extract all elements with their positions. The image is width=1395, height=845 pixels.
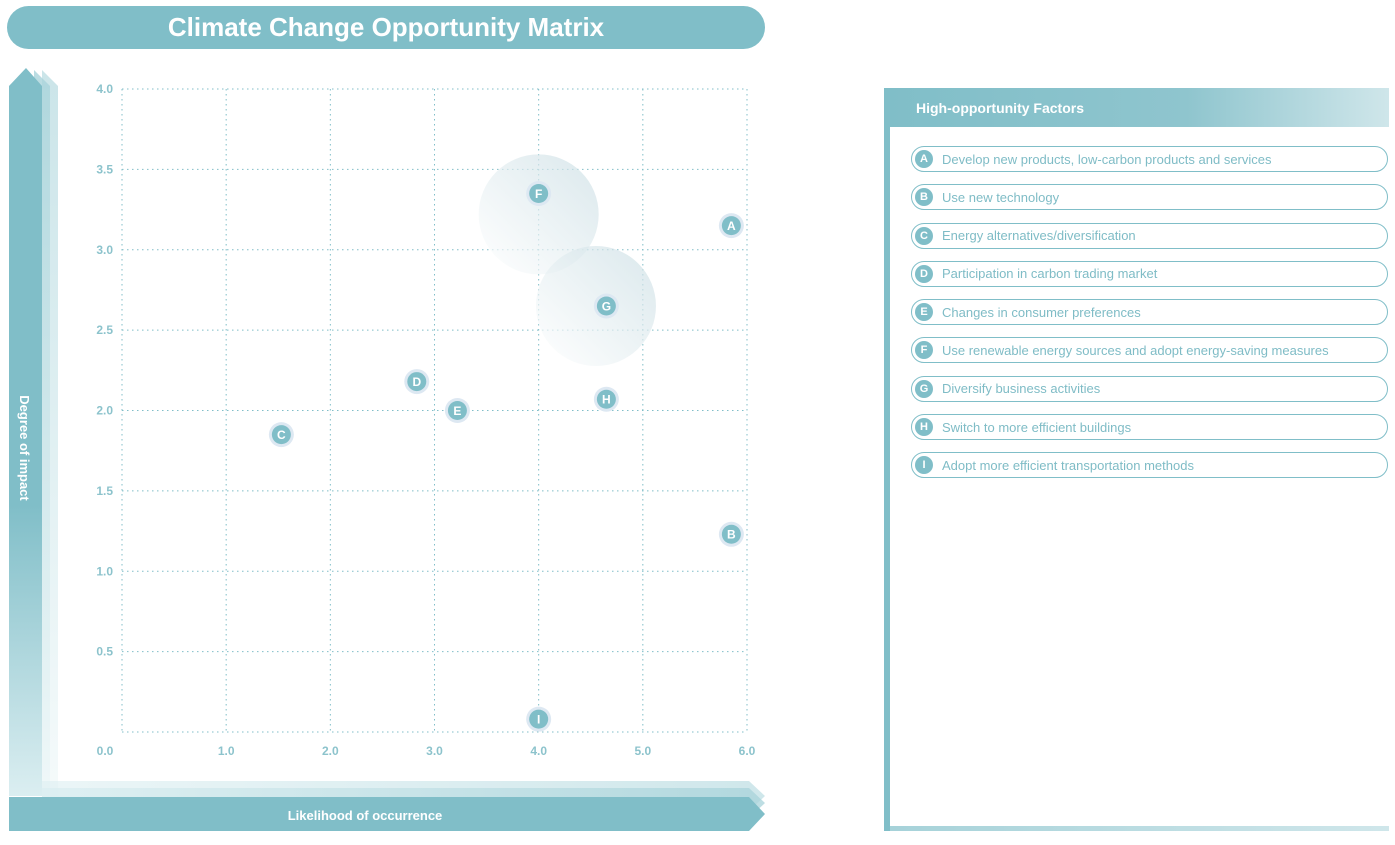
factor-label-a: Develop new products, low-carbon product… bbox=[942, 151, 1272, 167]
point-label-g: G bbox=[602, 299, 611, 313]
point-g: G bbox=[593, 293, 619, 319]
y-tick-label-7: 4.0 bbox=[96, 82, 113, 96]
point-label-f: F bbox=[535, 187, 542, 201]
factor-list: A Develop new products, low-carbon produ… bbox=[911, 146, 1388, 491]
x-tick-label-0: 0.0 bbox=[97, 744, 114, 758]
factor-badge-h: H bbox=[915, 418, 933, 437]
factor-item-d: D Participation in carbon trading market bbox=[911, 260, 1388, 287]
factor-item-f: F Use renewable energy sources and adopt… bbox=[911, 337, 1388, 364]
y-tick-label-3: 2.0 bbox=[96, 404, 113, 418]
tick-labels: 0.0 1.0 2.0 3.0 4.0 5.0 6.0 0.5 1.0 1.5 2.0 2.5 3.0 3… bbox=[96, 82, 755, 758]
grid bbox=[121, 88, 748, 733]
y-tick-label-0: 0.5 bbox=[96, 645, 113, 659]
factor-item-a: A Develop new products, low-carbon produ… bbox=[911, 146, 1388, 172]
factors-panel: High-opportunity Factors A Develop new p… bbox=[884, 88, 1389, 831]
x-tick-label-5: 5.0 bbox=[634, 744, 651, 758]
factor-label-d: Participation in carbon trading market bbox=[942, 266, 1158, 282]
point-marker-d bbox=[407, 372, 427, 392]
point-marker-g bbox=[596, 296, 616, 316]
factor-item-b: B Use new technology bbox=[911, 184, 1388, 211]
factor-badge-g: G bbox=[915, 379, 933, 398]
highlight-region-0 bbox=[478, 154, 599, 275]
point-e: E bbox=[444, 398, 470, 423]
x-axis-title: Likelihood of occurrence bbox=[288, 808, 443, 823]
point-marker-i bbox=[529, 709, 549, 729]
point-label-e: E bbox=[453, 404, 461, 418]
point-i: I bbox=[526, 706, 552, 732]
x-tick-label-2: 2.0 bbox=[322, 744, 339, 758]
point-b: B bbox=[718, 521, 744, 547]
y-axis-arrow bbox=[9, 68, 58, 796]
factor-badge-a: A bbox=[915, 150, 933, 168]
point-a: A bbox=[718, 213, 744, 239]
factor-label-b: Use new technology bbox=[942, 189, 1060, 205]
factor-badge-e: E bbox=[915, 303, 933, 322]
factor-label-h: Switch to more efficient buildings bbox=[942, 419, 1132, 435]
factor-label-c: Energy alternatives/diversification bbox=[942, 228, 1136, 244]
panel-bottom-bar bbox=[890, 826, 1389, 831]
factor-badge-b: B bbox=[915, 188, 933, 207]
point-label-h: H bbox=[602, 393, 611, 407]
y-tick-label-4: 2.5 bbox=[96, 323, 113, 337]
factor-label-e: Changes in consumer preferences bbox=[942, 304, 1141, 320]
panel-accent-bar bbox=[884, 88, 890, 831]
x-tick-label-4: 4.0 bbox=[530, 744, 547, 758]
point-label-d: D bbox=[412, 375, 421, 389]
factor-item-g: G Diversify business activities bbox=[911, 375, 1388, 402]
x-axis-arrow bbox=[9, 781, 765, 831]
y-tick-label-6: 3.5 bbox=[96, 162, 113, 176]
point-h: H bbox=[593, 386, 619, 412]
point-marker-a bbox=[721, 216, 741, 236]
point-d: D bbox=[404, 369, 430, 395]
x-tick-label-1: 1.0 bbox=[218, 744, 235, 758]
factor-item-i: I Adopt more efficient transportation me… bbox=[911, 452, 1388, 479]
factors-panel-title: High-opportunity Factors bbox=[884, 88, 1389, 127]
point-marker-h bbox=[596, 389, 616, 409]
chart-title: Climate Change Opportunity Matrix bbox=[7, 6, 765, 49]
y-tick-label-2: 1.5 bbox=[96, 484, 113, 498]
y-axis-title: Degree of impact bbox=[17, 395, 32, 501]
point-label-a: A bbox=[727, 219, 736, 233]
factor-badge-d: D bbox=[915, 264, 933, 283]
point-marker-e bbox=[447, 401, 467, 420]
factor-item-e: E Changes in consumer preferences bbox=[911, 299, 1388, 326]
factor-badge-i: I bbox=[915, 456, 933, 475]
factor-label-f: Use renewable energy sources and adopt e… bbox=[942, 342, 1329, 358]
factor-badge-f: F bbox=[915, 341, 933, 360]
opportunity-matrix-chart: Degree of impact Likelihood of occurrenc… bbox=[9, 68, 765, 831]
data-points: A B C D E F G H I bbox=[268, 180, 744, 732]
point-label-c: C bbox=[277, 428, 286, 442]
point-marker-f bbox=[529, 183, 549, 203]
factor-badge-c: C bbox=[915, 226, 933, 245]
point-marker-c bbox=[271, 425, 291, 445]
factor-item-c: C Energy alternatives/diversification bbox=[911, 222, 1388, 249]
point-marker-b bbox=[721, 524, 741, 544]
x-tick-label-6: 6.0 bbox=[739, 744, 756, 758]
y-tick-label-5: 3.0 bbox=[96, 243, 113, 257]
point-label-b: B bbox=[727, 528, 736, 542]
highlight-regions bbox=[478, 154, 656, 367]
point-c: C bbox=[268, 422, 294, 448]
factor-item-h: H Switch to more efficient buildings bbox=[911, 414, 1388, 441]
y-tick-label-1: 1.0 bbox=[96, 564, 113, 578]
x-tick-label-3: 3.0 bbox=[426, 744, 443, 758]
factor-label-i: Adopt more efficient transportation meth… bbox=[942, 457, 1194, 473]
factor-label-g: Diversify business activities bbox=[942, 381, 1101, 397]
point-label-i: I bbox=[537, 712, 540, 726]
point-f: F bbox=[526, 180, 552, 206]
